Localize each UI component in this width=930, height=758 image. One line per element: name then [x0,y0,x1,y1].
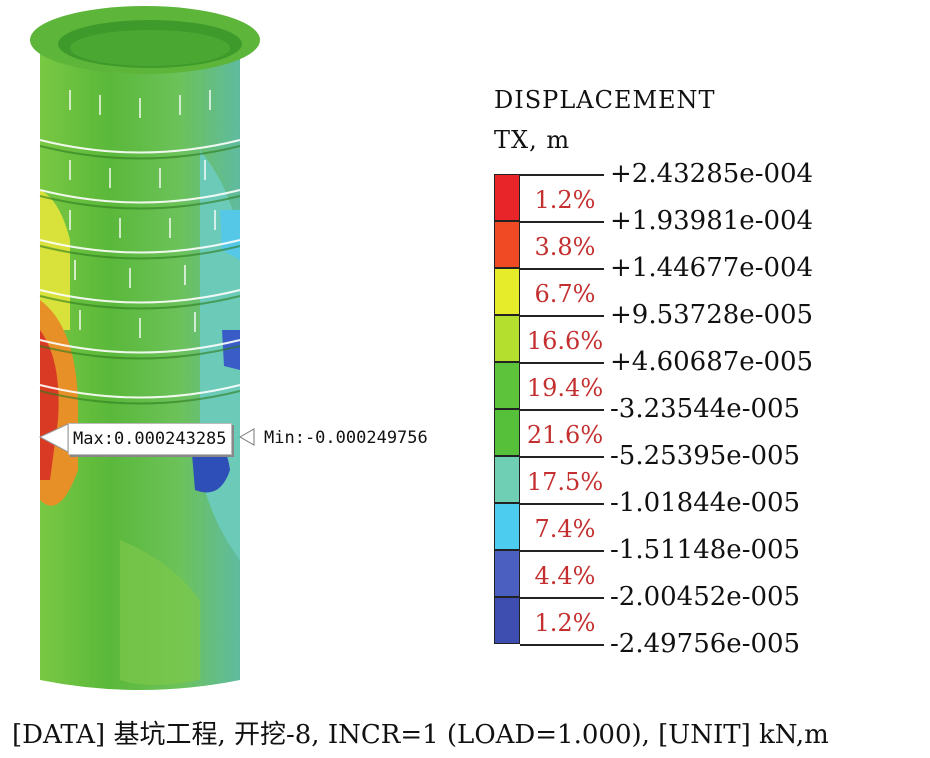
legend-tick [520,644,604,646]
legend-swatch [494,409,520,456]
legend-percent: 6.7% [534,280,596,308]
legend-percent: 21.6% [526,421,604,449]
legend-value: -2.49756e-005 [610,629,801,659]
legend-value: -1.01844e-005 [610,488,801,518]
legend-tick [520,362,604,364]
legend-percent: 19.4% [526,374,604,402]
legend-value: +1.93981e-004 [610,206,814,236]
legend-swatch [494,550,520,597]
legend-tick [520,268,604,270]
max-value-label: Max:0.000243285 [68,423,232,455]
legend-value: +1.44677e-004 [610,253,814,283]
legend-value: -1.51148e-005 [610,535,801,565]
legend-percent: 3.8% [534,233,596,261]
legend-value: +2.43285e-004 [610,159,814,189]
model-viewport[interactable]: Max:0.000243285 Min:-0.000249756 [0,0,480,700]
legend-title: DISPLACEMENT [494,86,716,114]
legend-swatch [494,503,520,550]
legend-tick [520,315,604,317]
legend-tick [520,221,604,223]
legend-value: +9.53728e-005 [610,300,814,330]
legend-swatch [494,221,520,268]
legend-tick [520,503,604,505]
legend-value: -2.00452e-005 [610,582,801,612]
tower-model [30,6,260,690]
legend-tick [520,550,604,552]
legend-swatch [494,456,520,503]
legend-value: -3.23544e-005 [610,394,801,424]
legend-tick [520,409,604,411]
legend-percent: 16.6% [526,327,604,355]
legend-swatch [494,597,520,644]
legend-percent: 7.4% [534,515,596,543]
legend-percent: 4.4% [534,562,596,590]
legend-tick [520,174,604,176]
legend-swatch [494,174,520,221]
legend-tick [520,597,604,599]
legend-value: -5.25395e-005 [610,441,801,471]
legend-percent: 1.2% [534,609,596,637]
legend-unit: TX, m [494,126,571,154]
legend-percent: 1.2% [534,186,596,214]
status-footer: [DATA] 基坑工程, 开挖-8, INCR=1 (LOAD=1.000), … [12,720,829,750]
legend-value: +4.60687e-005 [610,347,814,377]
legend-swatch [494,315,520,362]
legend-swatch [494,268,520,315]
min-value-label: Min:-0.000249756 [264,428,428,448]
legend-swatch [494,362,520,409]
legend-tick [520,456,604,458]
legend-percent: 17.5% [526,468,604,496]
